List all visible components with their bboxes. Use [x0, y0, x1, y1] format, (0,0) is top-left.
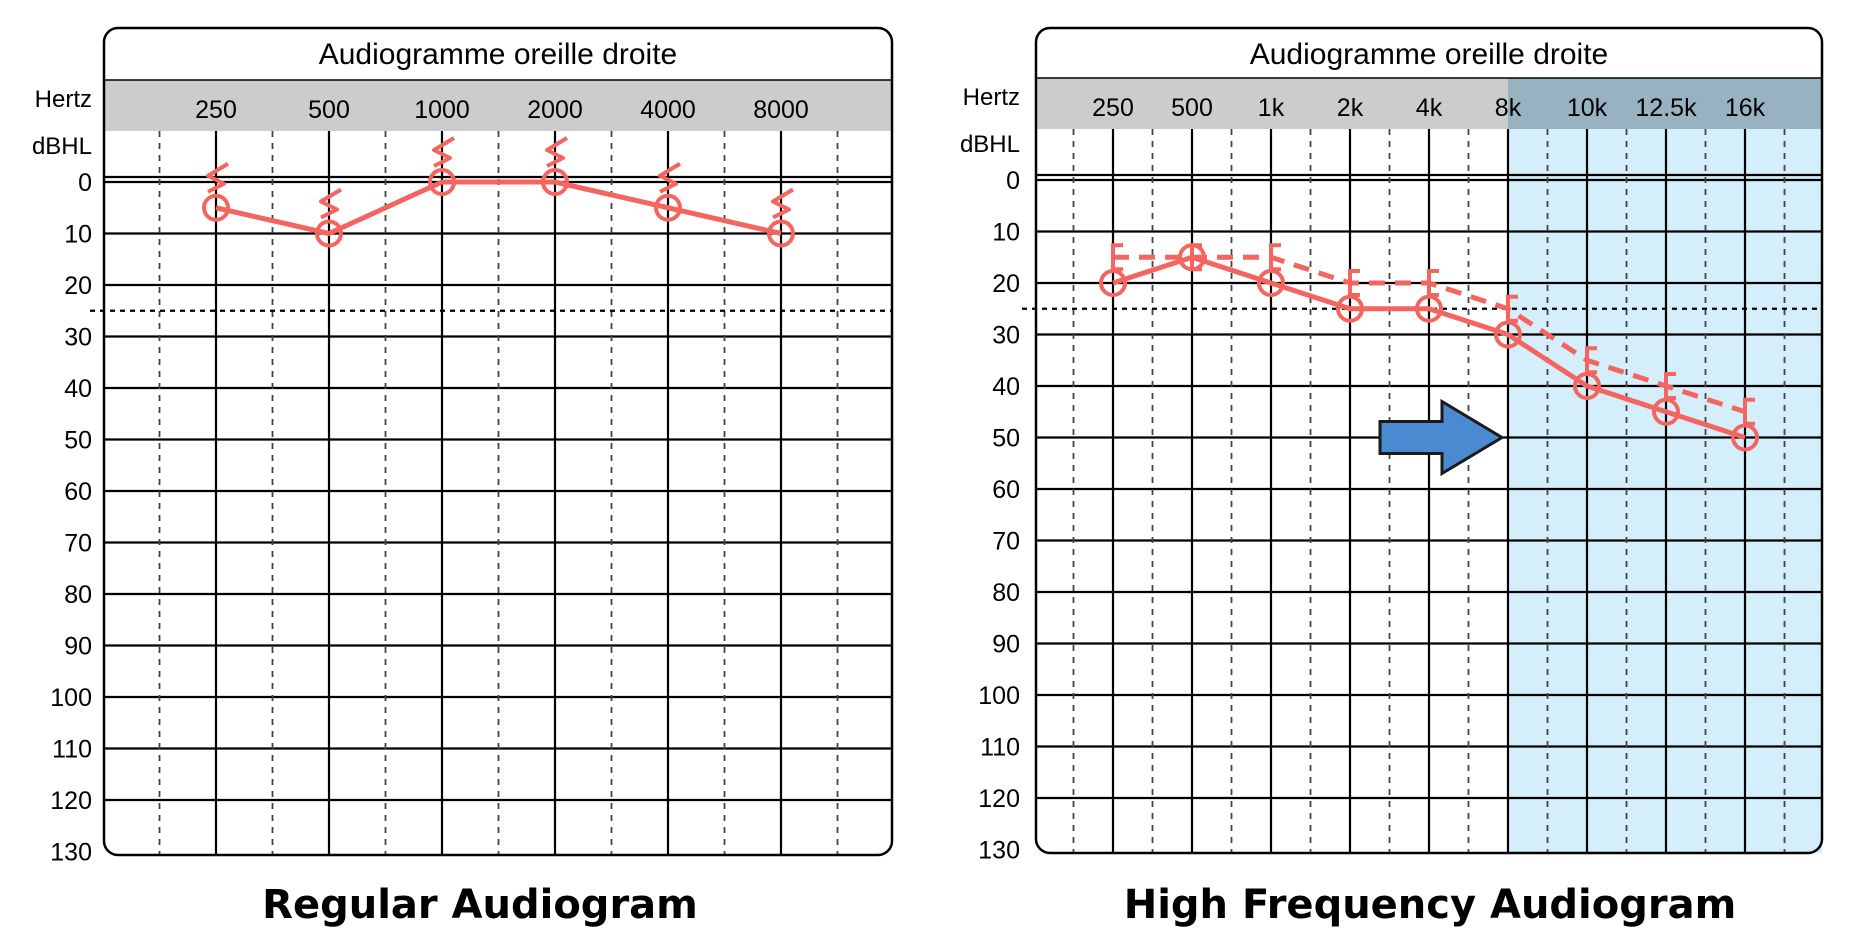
y-tick-label: 10	[992, 219, 1020, 247]
y-axis-label: dBHL	[32, 133, 92, 160]
y-tick-label: 130	[50, 839, 92, 867]
x-axis-label: Hertz	[963, 84, 1020, 111]
y-tick-label: 10	[64, 221, 92, 249]
data-point-bracket	[1585, 346, 1597, 375]
high-frequency-arrow	[1378, 398, 1505, 477]
y-tick-label: 20	[992, 270, 1020, 298]
x-tick-label: 500	[1171, 94, 1213, 122]
data-point-circle	[541, 168, 569, 196]
data-point-bracket	[1190, 243, 1202, 272]
y-tick-label: 0	[1006, 167, 1020, 195]
y-tick-label: 120	[978, 785, 1020, 813]
masking-zigzag-marker	[432, 136, 456, 168]
data-point-bracket	[1269, 243, 1281, 272]
data-point-bracket	[1111, 243, 1123, 272]
y-tick-label: 90	[992, 631, 1020, 659]
high-frequency-audiogram-caption: High Frequency Audiogram	[1123, 882, 1737, 928]
y-tick-label: 100	[978, 682, 1020, 710]
y-tick-label: 110	[980, 734, 1020, 762]
x-tick-label: 500	[308, 96, 350, 124]
y-tick-label: 50	[64, 427, 92, 455]
y-tick-label: 30	[992, 322, 1020, 350]
data-point-bracket	[1743, 397, 1755, 426]
masking-zigzag-marker	[545, 136, 569, 168]
y-tick-label: 60	[992, 476, 1020, 504]
y-tick-label: 40	[64, 375, 92, 403]
masking-zigzag-marker	[319, 187, 343, 220]
y-tick-label: 90	[64, 633, 92, 661]
frequency-header-band	[104, 80, 892, 131]
data-point-bracket	[1664, 372, 1676, 400]
data-point-circle	[202, 193, 230, 222]
y-tick-label: 70	[992, 528, 1020, 556]
data-point-circle	[428, 168, 456, 196]
x-tick-label: 4k	[1416, 94, 1443, 122]
y-tick-label: 30	[64, 324, 92, 352]
chart-title: Audiogramme oreille droite	[319, 38, 678, 71]
x-tick-label: 4000	[640, 96, 696, 124]
y-tick-label: 130	[978, 837, 1020, 865]
y-tick-label: 0	[78, 169, 92, 197]
x-tick-label: 1k	[1258, 94, 1285, 122]
regular-audiogram-chart: Audiogramme oreille droite Hertz dBHL 250 50…	[32, 26, 894, 867]
x-tick-label: 250	[195, 96, 237, 124]
x-tick-label: 8000	[753, 96, 809, 124]
y-tick-label: 70	[64, 530, 92, 558]
masking-zigzag-marker	[206, 162, 230, 194]
x-tick-label: 10k	[1567, 94, 1608, 122]
x-axis-label: Hertz	[35, 86, 92, 113]
high-frequency-header-region	[1508, 78, 1822, 129]
air-conduction-series-line	[1112, 254, 1746, 440]
air-conduction-series-line	[215, 179, 782, 236]
y-tick-label: 110	[52, 736, 92, 764]
data-point-circle	[315, 219, 343, 248]
chart-frame	[102, 26, 894, 857]
data-point-circle	[767, 219, 795, 248]
x-tick-label: 16k	[1725, 94, 1766, 122]
x-tick-label: 2000	[527, 96, 583, 124]
chart-title: Audiogramme oreille droite	[1250, 38, 1609, 71]
y-tick-label: 100	[50, 684, 92, 712]
chart-background	[104, 28, 892, 855]
y-tick-label: 80	[992, 579, 1020, 607]
y-tick-label: 40	[992, 373, 1020, 401]
x-tick-label: 1000	[414, 96, 470, 124]
y-tick-label: 80	[64, 581, 92, 609]
x-tick-label: 250	[1092, 94, 1134, 122]
data-point-bracket	[1427, 269, 1439, 297]
masking-zigzag-marker	[771, 187, 795, 220]
x-tick-label: 8k	[1495, 94, 1522, 122]
masking-zigzag-marker	[658, 162, 682, 194]
y-tick-label: 50	[992, 425, 1020, 453]
high-frequency-audiogram-chart: Audiogramme oreille droite Hertz dBHL 250 50…	[960, 26, 1824, 865]
frequency-header-band	[1036, 78, 1822, 129]
y-axis-label: dBHL	[960, 131, 1020, 158]
data-point-bracket	[1348, 269, 1360, 297]
y-tick-label: 20	[64, 272, 92, 300]
data-point-circle	[654, 193, 682, 222]
chart-frame	[1034, 26, 1824, 855]
y-tick-label: 60	[64, 478, 92, 506]
x-tick-label: 12.5k	[1635, 94, 1697, 122]
x-tick-label: 2k	[1337, 94, 1364, 122]
regular-audiogram-caption: Regular Audiogram	[262, 882, 698, 928]
y-tick-label: 120	[50, 787, 92, 815]
data-point-bracket	[1506, 294, 1518, 323]
